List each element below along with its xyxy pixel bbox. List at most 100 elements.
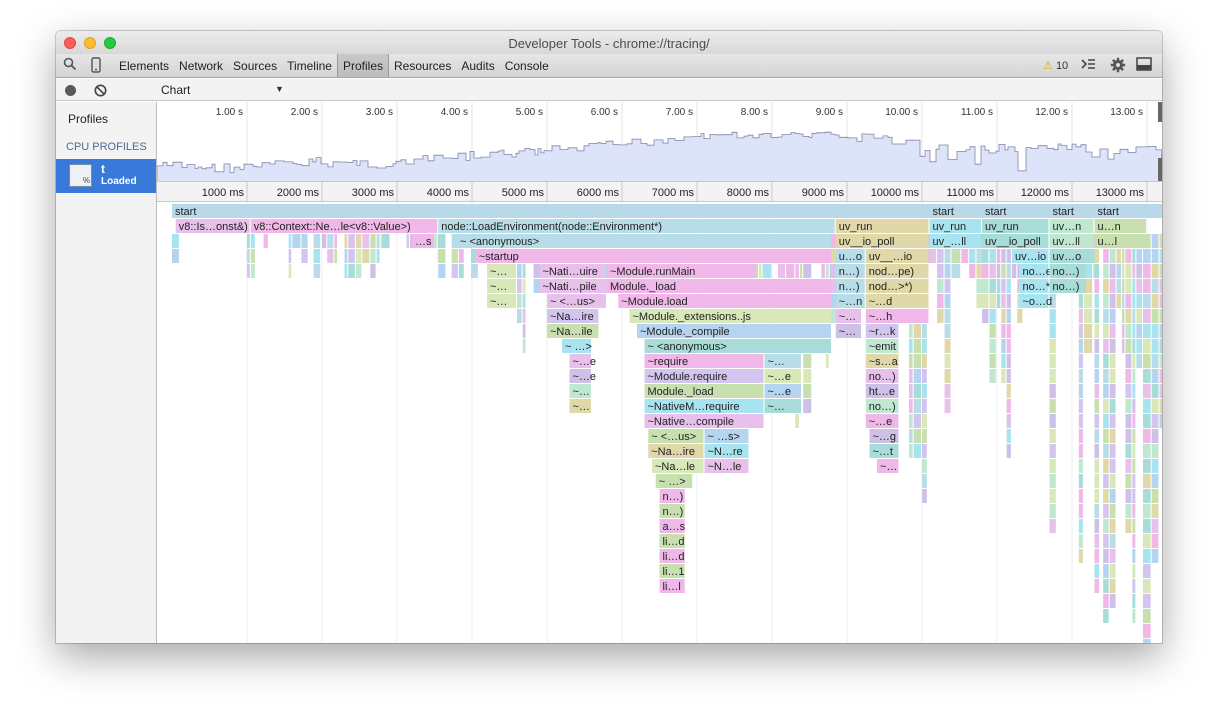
- flame-frame-sliver[interactable]: [989, 249, 996, 263]
- flame-frame-sliver[interactable]: [1125, 279, 1132, 293]
- flame-frame-sliver[interactable]: [1109, 474, 1116, 488]
- flame-frame-sliver[interactable]: [1103, 519, 1109, 533]
- flame-frame-sliver[interactable]: [1142, 279, 1151, 293]
- flame-frame[interactable]: ~require: [644, 354, 764, 368]
- flame-frame-sliver[interactable]: [913, 399, 921, 413]
- flame-frame-sliver[interactable]: [1103, 489, 1109, 503]
- flame-frame-sliver[interactable]: [937, 264, 944, 278]
- flame-frame-sliver[interactable]: [1142, 294, 1151, 308]
- flame-frame-sliver[interactable]: [1103, 309, 1109, 323]
- flame-frame-sliver[interactable]: [1103, 579, 1109, 593]
- flame-frame-sliver[interactable]: [1121, 294, 1125, 308]
- flame-frame-sliver[interactable]: [1132, 324, 1136, 338]
- flame-frame-sliver[interactable]: [1006, 384, 1011, 398]
- flame-frame-bar[interactable]: [1094, 234, 1147, 248]
- flame-frame-sliver[interactable]: [1083, 309, 1093, 323]
- tab-sources[interactable]: Sources: [233, 59, 278, 73]
- flame-frame-sliver[interactable]: [1132, 459, 1136, 473]
- flame-frame-sliver[interactable]: [825, 354, 829, 368]
- flame-frame[interactable]: ~ <…us>: [648, 429, 704, 443]
- flame-frame-sliver[interactable]: [1083, 294, 1093, 308]
- flame-frame-sliver[interactable]: [247, 234, 250, 248]
- flame-frame-sliver[interactable]: [1094, 249, 1100, 263]
- flame-frame-sliver[interactable]: [1142, 354, 1151, 368]
- flame-frame-sliver[interactable]: [1094, 399, 1100, 413]
- flame-frame-sliver[interactable]: [1121, 309, 1125, 323]
- warning-counter[interactable]: ⚠ 10: [1043, 59, 1068, 72]
- overview-window-handle[interactable]: [1158, 102, 1162, 122]
- flame-frame-sliver[interactable]: [522, 264, 526, 278]
- flame-frame-sliver[interactable]: [1094, 564, 1100, 578]
- flame-frame-sliver[interactable]: [996, 279, 1001, 293]
- flame-frame-bar[interactable]: [982, 234, 1049, 248]
- flame-frame-bar[interactable]: [764, 384, 802, 398]
- flame-frame-sliver[interactable]: [1116, 294, 1121, 308]
- flame-frame[interactable]: ~…: [764, 354, 802, 368]
- flame-frame-sliver[interactable]: [1109, 549, 1116, 563]
- flame-frame-sliver[interactable]: [908, 369, 913, 383]
- flame-frame-sliver[interactable]: [908, 324, 913, 338]
- flame-frame[interactable]: uv__…io: [865, 249, 929, 263]
- flame-frame-sliver[interactable]: [327, 234, 334, 248]
- flame-frame-sliver[interactable]: [913, 324, 921, 338]
- flame-frame-sliver[interactable]: [1142, 549, 1151, 563]
- flame-frame-sliver[interactable]: [1125, 414, 1132, 428]
- flame-frame-bar[interactable]: [487, 279, 516, 293]
- flame-frame-sliver[interactable]: [1094, 324, 1100, 338]
- flame-frame-sliver[interactable]: [522, 324, 526, 338]
- flame-frame-sliver[interactable]: [250, 249, 255, 263]
- flame-frame-sliver[interactable]: [1132, 279, 1136, 293]
- flame-frame-sliver[interactable]: [1094, 444, 1100, 458]
- flame-frame[interactable]: ~…n: [835, 294, 865, 308]
- flame-frame-sliver[interactable]: [533, 279, 542, 293]
- flame-frame-sliver[interactable]: [322, 234, 327, 248]
- flame-frame[interactable]: ~Module.require: [644, 369, 764, 383]
- flame-frame-sliver[interactable]: [1125, 519, 1132, 533]
- flame-frame[interactable]: uv_run: [982, 219, 1049, 233]
- flame-frame[interactable]: ~…e: [764, 384, 802, 398]
- flame-frame-sliver[interactable]: [172, 249, 179, 263]
- flame-frame-sliver[interactable]: [976, 249, 985, 263]
- flame-frame-sliver[interactable]: [250, 264, 255, 278]
- flame-frame-sliver[interactable]: [1103, 549, 1109, 563]
- flame-frame-bar[interactable]: [569, 354, 592, 368]
- flame-frame-sliver[interactable]: [1142, 234, 1151, 248]
- flame-frame-sliver[interactable]: [921, 369, 927, 383]
- flame-frame-sliver[interactable]: [522, 309, 526, 323]
- flame-frame-sliver[interactable]: [1006, 399, 1011, 413]
- flame-frame-bar[interactable]: [607, 279, 831, 293]
- flame-frame-sliver[interactable]: [996, 249, 1001, 263]
- view-mode-select[interactable]: Chart ▼: [157, 79, 287, 101]
- flame-frame-sliver[interactable]: [1136, 249, 1142, 263]
- flame-frame[interactable]: start: [172, 204, 1162, 218]
- flame-frame-sliver[interactable]: [1103, 339, 1109, 353]
- flame-frame-sliver[interactable]: [1132, 339, 1136, 353]
- flame-frame-sliver[interactable]: [989, 309, 996, 323]
- flame-frame-bar[interactable]: [835, 309, 861, 323]
- flame-frame-sliver[interactable]: [1103, 354, 1109, 368]
- flame-frame-sliver[interactable]: [1132, 489, 1136, 503]
- flame-frame-sliver[interactable]: [976, 264, 985, 278]
- flame-frame-sliver[interactable]: [376, 234, 380, 248]
- flame-frame-sliver[interactable]: [1094, 534, 1100, 548]
- flame-frame-sliver[interactable]: [1125, 489, 1132, 503]
- flame-frame-sliver[interactable]: [982, 249, 989, 263]
- flame-frame-bar[interactable]: [1019, 294, 1049, 308]
- flame-frame-sliver[interactable]: [604, 279, 610, 293]
- dock-side-icon[interactable]: [1136, 57, 1152, 73]
- flame-frame-sliver[interactable]: [1078, 459, 1083, 473]
- flame-frame-sliver[interactable]: [1121, 264, 1125, 278]
- flame-frame-sliver[interactable]: [451, 264, 458, 278]
- flame-frame-sliver[interactable]: [1103, 294, 1109, 308]
- flame-frame[interactable]: a…s: [659, 519, 686, 533]
- flame-frame-sliver[interactable]: [1006, 429, 1011, 443]
- flame-frame-sliver[interactable]: [1094, 549, 1100, 563]
- flame-frame-sliver[interactable]: [1094, 519, 1100, 533]
- flame-frame-sliver[interactable]: [1049, 339, 1056, 353]
- flame-frame-bar[interactable]: [1049, 279, 1087, 293]
- flame-frame-sliver[interactable]: [1103, 594, 1109, 608]
- flame-frame-bar[interactable]: [865, 414, 899, 428]
- flame-frame-sliver[interactable]: [1132, 249, 1136, 263]
- flame-frame-sliver[interactable]: [1103, 399, 1109, 413]
- flame-frame-sliver[interactable]: [370, 264, 376, 278]
